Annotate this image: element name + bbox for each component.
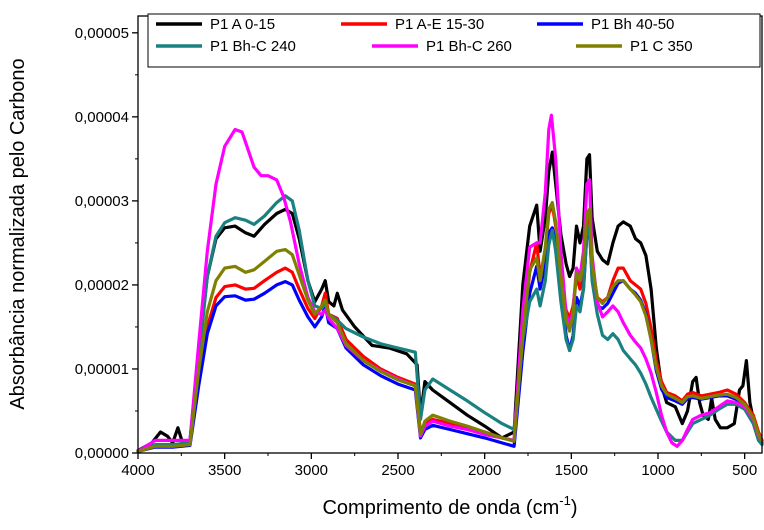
y-axis: 0,00000 0,00001 0,00002 0,00003 0,00004 0,000… — [75, 25, 138, 462]
x-tick-label: 500 — [732, 462, 757, 479]
x-axis: 4000 3500 3000 2500 2000 1500 1000 500 — [121, 453, 757, 479]
y-tick-label: 0,00002 — [75, 277, 129, 294]
x-tick-label: 1500 — [555, 462, 588, 479]
x-tick-label: 2500 — [381, 462, 414, 479]
y-tick-label: 0,00000 — [75, 445, 129, 462]
y-tick-label: 0,00005 — [75, 25, 129, 42]
legend-label-5: P1 Bh-C 260 — [426, 38, 512, 55]
x-tick-label: 4000 — [121, 462, 154, 479]
x-axis-title-end: ) — [571, 497, 578, 519]
series-line-5 — [136, 113, 764, 453]
x-tick-label: 3500 — [208, 462, 241, 479]
legend-label-2: P1 A-E 15-30 — [395, 16, 484, 33]
x-tick-label: 3000 — [295, 462, 328, 479]
series-line-1 — [136, 150, 764, 453]
legend: P1 A 0-15 P1 A-E 15-30 P1 Bh 40-50 P1 Bh-C … — [147, 13, 761, 68]
y-axis-title: Absorbância normalizada pelo Carbono — [7, 58, 29, 409]
legend-label-6: P1 C 350 — [630, 38, 693, 55]
series-line-6 — [136, 201, 764, 453]
y-tick-label: 0,00004 — [75, 109, 129, 126]
x-tick-label: 1000 — [641, 462, 674, 479]
x-axis-title: Comprimento de onda (cm-1) — [322, 493, 577, 519]
y-tick-label: 0,00001 — [75, 361, 129, 378]
legend-label-1: P1 A 0-15 — [210, 16, 275, 33]
legend-box — [147, 13, 761, 68]
series-layer — [136, 113, 764, 453]
x-axis-title-sup: -1 — [559, 493, 571, 508]
x-axis-title-main: Comprimento de onda (cm — [322, 497, 559, 519]
y-tick-label: 0,00003 — [75, 193, 129, 210]
legend-label-3: P1 Bh 40-50 — [591, 16, 674, 33]
x-tick-label: 2000 — [468, 462, 501, 479]
legend-label-4: P1 Bh-C 240 — [210, 38, 296, 55]
